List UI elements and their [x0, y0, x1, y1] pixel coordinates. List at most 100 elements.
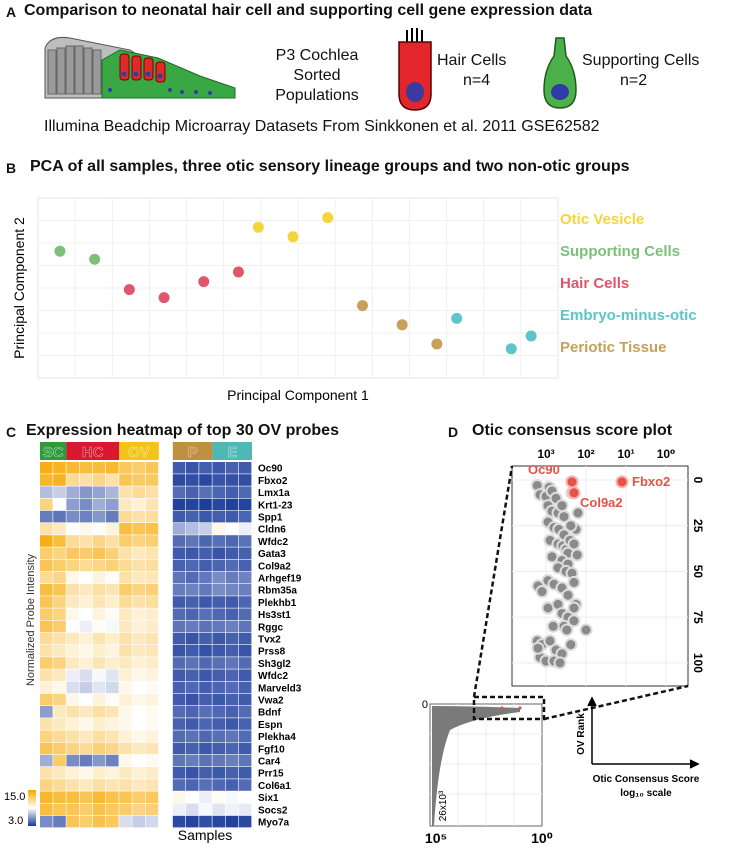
consensus-point [546, 619, 560, 633]
heatmap-cell [145, 730, 159, 742]
heatmap-cell [106, 510, 119, 523]
heatmap-cell [53, 535, 66, 547]
consensus-highlight-point [565, 475, 579, 489]
heatmap-cell [106, 498, 119, 511]
heatmap-cell [186, 645, 199, 657]
heatmap-cell [66, 669, 79, 681]
heatmap-cell [199, 815, 212, 828]
panel-b-title: PCA of all samples, three otic sensory l… [30, 158, 630, 175]
heatmap-cell [186, 706, 199, 718]
heatmap-cell [145, 632, 159, 645]
heatmap-gene-label: Marveld3 [258, 683, 302, 694]
heatmap-cell [145, 571, 159, 584]
heatmap-cell [186, 584, 199, 596]
cochlea-caption: P3 Cochlea Sorted Populations [262, 46, 372, 106]
heatmap-group-bar [66, 442, 120, 460]
heatmap-cell [119, 815, 132, 828]
cochlea-caption-line3: Populations [275, 87, 359, 104]
heatmap-cell [92, 693, 106, 706]
heatmap-cell [238, 620, 252, 633]
heatmap-cell [119, 767, 132, 779]
heatmap-gene-label: Socs2 [258, 805, 288, 816]
heatmap-cell [225, 571, 239, 584]
heatmap-cell [145, 645, 159, 657]
heatmap-cell [225, 803, 239, 816]
heatmap-cell [186, 523, 199, 535]
heatmap-cell [132, 596, 145, 608]
heatmap-cell [225, 645, 239, 657]
heatmap-cell [225, 584, 239, 596]
heatmap-cell [132, 657, 145, 669]
consensus-y-tick: 50 [691, 565, 705, 579]
heatmap-cell [66, 632, 79, 645]
heatmap-cell [199, 632, 212, 645]
pca-point [356, 300, 368, 312]
heatmap-cell [186, 596, 199, 608]
heatmap-cell [40, 620, 53, 633]
overview-highlight [500, 706, 522, 710]
supporting-cell-label: Supporting Cells [582, 52, 700, 69]
heatmap-cell [66, 693, 79, 706]
consensus-point [579, 623, 593, 637]
heatmap-gene-label: Bdnf [258, 708, 281, 719]
heatmap-cell [212, 742, 225, 755]
heatmap-cell [119, 693, 132, 706]
heatmap-cell [186, 742, 199, 755]
heatmap-cell [53, 767, 66, 779]
heatmap-cell [92, 608, 106, 620]
heatmap-cell [212, 693, 225, 706]
heatmap-cell [172, 742, 186, 755]
pca-legend-entry: Periotic Tissue [560, 339, 666, 356]
heatmap-cell [92, 535, 106, 547]
heatmap-cell [92, 669, 106, 681]
consensus-x-tick: 10⁰ [657, 447, 676, 461]
heatmap-cell [186, 681, 199, 694]
heatmap-cell [132, 706, 145, 718]
heatmap-cell [106, 681, 119, 694]
heatmap-cell [145, 523, 159, 535]
heatmap-cell [199, 547, 212, 559]
panel-a-title: Comparison to neonatal hair cell and sup… [24, 2, 593, 19]
pca-legend-entry: Hair Cells [560, 275, 629, 292]
heatmap-cell [172, 779, 186, 791]
heatmap-cell [40, 523, 53, 535]
heatmap-gene-label: Oc90 [258, 464, 283, 475]
heatmap-cell [53, 498, 66, 511]
heatmap-cell [40, 584, 53, 596]
consensus-points [530, 475, 629, 670]
heatmap-cell [119, 547, 132, 559]
heatmap-cell [119, 486, 132, 498]
hair-cell-icon [398, 28, 432, 111]
heatmap-cell [238, 523, 252, 535]
heatmap-cell [53, 523, 66, 535]
consensus-point [553, 656, 567, 670]
heatmap-cell [172, 767, 186, 779]
heatmap-cell [132, 510, 145, 523]
panel-c-title: Expression heatmap of top 30 OV probes [26, 422, 339, 439]
heatmap-cell [225, 767, 239, 779]
heatmap-cell [199, 657, 212, 669]
heatmap-cell [53, 754, 66, 767]
overview-grid [430, 704, 542, 826]
heatmap-cell [186, 730, 199, 742]
heatmap-cell [132, 803, 145, 816]
heatmap-cell [132, 486, 145, 498]
heatmap-cell [212, 547, 225, 559]
pca-point [158, 292, 170, 304]
heatmap-cell [212, 669, 225, 681]
heatmap-cell [199, 718, 212, 730]
heatmap-gene-label: Espn [258, 720, 282, 731]
heatmap-cell [186, 474, 199, 486]
heatmap-cell [92, 730, 106, 742]
heatmap-gene-label: Prss8 [258, 647, 286, 658]
heatmap-cell [40, 730, 53, 742]
heatmap-cell [66, 498, 79, 511]
heatmap-gene-label: Wfdc2 [258, 671, 288, 682]
heatmap-cell [145, 559, 159, 572]
heatmap-cell [132, 767, 145, 779]
pca-point [451, 312, 463, 324]
heatmap-cell [92, 754, 106, 767]
heatmap-ylabel: Normalized Probe Intensity [25, 553, 37, 686]
heatmap-cell [66, 596, 79, 608]
heatmap-cell [132, 718, 145, 730]
